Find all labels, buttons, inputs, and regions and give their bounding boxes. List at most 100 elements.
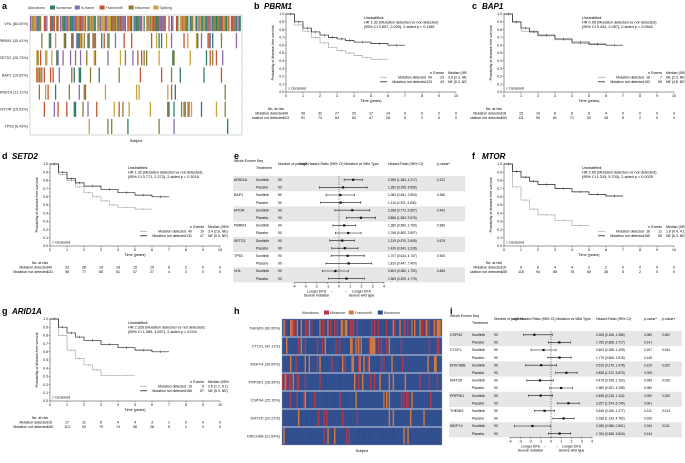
mutation-cell [233, 16, 235, 32]
mutation-cell [107, 118, 109, 134]
mutation-cell [98, 67, 100, 83]
risk-value: 0 [219, 266, 221, 270]
mutation-cell [287, 320, 289, 336]
mutation-cell [87, 33, 89, 49]
mutation-cell [330, 338, 332, 354]
y-tick-label: 0.3 [43, 375, 48, 379]
mutation-cell [83, 33, 85, 49]
mutation-cell [215, 101, 218, 117]
panel-c-km: c BAP1 0 1 2 3 4 5 6 7 8 9 10 0.0 0.1 0.2 0.3 0.4 0.5 0.6 0.… [467, 0, 685, 150]
stat-line: (95% CI 1.315, 5.700), 2-sided p = 0.002… [582, 175, 653, 179]
mutation-cell [137, 16, 139, 32]
risk-value: 15 [519, 112, 523, 116]
mutation-cell [202, 16, 204, 32]
risk-row-label: Mutation detected [473, 266, 502, 270]
mutation-cell [155, 16, 158, 32]
mutation-cell [66, 16, 68, 32]
mutation-cell [295, 356, 297, 372]
risk-value: 0 [202, 421, 204, 425]
direction-left: Longer DFS [307, 289, 327, 293]
mutation-cell [152, 16, 154, 32]
events-header-median: Median (95% CI), y [666, 71, 685, 75]
risk-value: 4 [571, 266, 573, 270]
mutation-cell [213, 16, 215, 32]
mutation-cell [383, 356, 385, 372]
panel-title: PBRM1 [264, 2, 293, 11]
mutation-cell [173, 101, 175, 117]
mutation-cell [179, 16, 181, 32]
mutation-cell [215, 50, 218, 66]
mutation-cell [123, 16, 125, 32]
y-tick-label: 0.4 [497, 211, 502, 215]
mutation-cell [418, 392, 420, 408]
x-tick-label: 9 [202, 248, 204, 252]
mutation-cell [290, 356, 292, 372]
events-header-median: Median (95% CI), y [208, 380, 230, 384]
treatment: Placebo [256, 201, 268, 205]
gene-name: SETD2 [234, 239, 246, 243]
events-header-median: Median (95% CI), y [208, 225, 230, 229]
mutation-cell [149, 101, 152, 117]
legend-median: NE (4.8, NE) [666, 80, 685, 84]
mutation-cell [43, 101, 46, 117]
mutation-cell [378, 356, 380, 372]
risk-value: 0 [202, 270, 204, 274]
y-tick-label: 0.1 [497, 236, 502, 240]
y-tick-label: 0.3 [43, 220, 48, 224]
mutation-cell [64, 33, 67, 49]
x-axis-label: Time (years) [124, 253, 146, 257]
gene-label: ERICH6B (21.64%) [247, 434, 281, 438]
mutation-cell [332, 320, 335, 336]
legend-label: Frameshift [355, 311, 372, 315]
y-tick-label: 1.0 [279, 12, 284, 16]
mutation-cell [374, 320, 376, 336]
gene-name: MTOR [234, 208, 245, 212]
patients: 90 [494, 333, 498, 337]
mutation-cell [396, 410, 399, 426]
mutation-cell [98, 16, 100, 32]
risk-value: 71 [570, 116, 574, 120]
mutation-cell [228, 16, 230, 32]
header-seq: Whole Exome Seq [450, 314, 479, 318]
mutation-cell [308, 320, 311, 336]
mutation-cell [314, 392, 316, 408]
mutation-cell [399, 320, 401, 336]
p-value: 0.679 [437, 239, 445, 243]
mutation-cell [380, 338, 383, 354]
risk-row-label: Mutation detected [255, 112, 284, 116]
censored-label: Censored [509, 241, 524, 245]
mutation-cell [136, 84, 138, 100]
mutation-cell [426, 320, 428, 336]
risk-title: No. at risk [32, 261, 48, 265]
arrow-right-icon: → [344, 289, 348, 293]
x-tick-label: 4 [117, 403, 119, 407]
mutation-cell [113, 16, 115, 32]
mutation-cell [408, 320, 411, 336]
mutation-cell [323, 320, 325, 336]
mutation-cell [183, 16, 185, 32]
mutation-cell [157, 16, 159, 32]
mutation-cell [113, 101, 115, 117]
mutation-cell [118, 16, 120, 32]
x-tick-label: 1 [66, 248, 68, 252]
mutation-cell [286, 338, 288, 354]
treatment: Sunitinib [472, 424, 485, 428]
mutation-cell [208, 33, 210, 49]
legend-n: 49 [428, 76, 432, 80]
mutation-cell [190, 101, 193, 117]
mutation-cell [386, 392, 388, 408]
risk-value: 39 [301, 112, 305, 116]
treatment: Placebo [472, 341, 484, 345]
mutation-cell [434, 320, 436, 336]
hazard-ratio: 1.707 (0.614, 4.747) [388, 254, 417, 258]
mutation-cell [368, 428, 371, 444]
y-tick-label: 1.0 [43, 317, 48, 321]
mutation-cell [407, 428, 409, 444]
risk-value: 5 [100, 421, 102, 425]
mutation-cell [428, 392, 431, 408]
mutation-cell [331, 428, 333, 444]
mutation-cell [78, 67, 80, 83]
risk-row-label: Mutation not detected [252, 116, 284, 120]
mutation-cell [203, 16, 205, 32]
mutation-cell [179, 67, 181, 83]
